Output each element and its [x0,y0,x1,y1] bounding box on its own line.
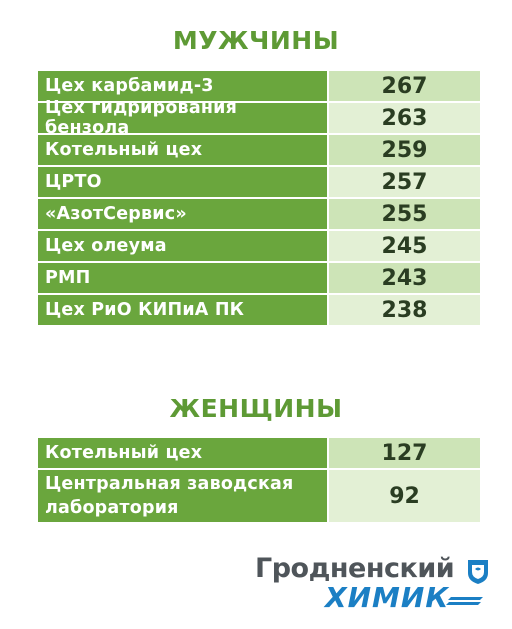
row-label: Цех олеума [38,231,327,261]
men-table: Цех карбамид-3 267 Цех гидрирования бенз… [38,71,480,327]
row-value: 257 [329,167,480,197]
table-row: «АзотСервис» 255 [38,199,480,229]
women-table: Котельный цех 127 Центральная заводская … [38,438,480,524]
table-row: ЦРТО 257 [38,167,480,197]
row-value: 267 [329,71,480,101]
row-value: 259 [329,135,480,165]
row-value: 127 [329,438,480,468]
row-value: 245 [329,231,480,261]
table-row: РМП 243 [38,263,480,293]
table-row: Цех РиО КИПиА ПК 238 [38,295,480,325]
row-value: 255 [329,199,480,229]
row-label: Котельный цех [38,438,327,468]
row-label: Цех гидрирования бензола [38,98,327,138]
men-section-title: МУЖЧИНЫ [172,26,340,55]
table-row: Котельный цех 259 [38,135,480,165]
row-label: Цех РиО КИПиА ПК [38,295,327,325]
row-value: 263 [329,103,480,133]
logo-stripes-icon [446,597,483,605]
row-label: Цех карбамид-3 [38,71,327,101]
row-value: 238 [329,295,480,325]
row-label-line: Центральная заводская [45,474,294,494]
gazette-logo: Гродненский ХИМИК [255,553,495,614]
row-label: Котельный цех [38,135,327,165]
table-row: Цех карбамид-3 267 [38,71,480,101]
logo-line2: ХИМИК [325,581,450,614]
shield-emblem-icon [468,560,488,584]
row-label: Центральная заводская лаборатория [38,470,327,522]
table-row: Цех олеума 245 [38,231,480,261]
table-row: Центральная заводская лаборатория 92 [38,470,480,522]
row-label: ЦРТО [38,167,327,197]
table-row: Котельный цех 127 [38,438,480,468]
row-value: 92 [329,470,480,522]
row-label: РМП [38,263,327,293]
row-label-line: лаборатория [45,498,179,518]
row-value: 243 [329,263,480,293]
women-section-title: ЖЕНЩИНЫ [169,394,343,423]
row-label: «АзотСервис» [38,199,327,229]
logo-line1: Гродненский [255,553,455,584]
table-row: Цех гидрирования бензола 263 [38,98,480,138]
